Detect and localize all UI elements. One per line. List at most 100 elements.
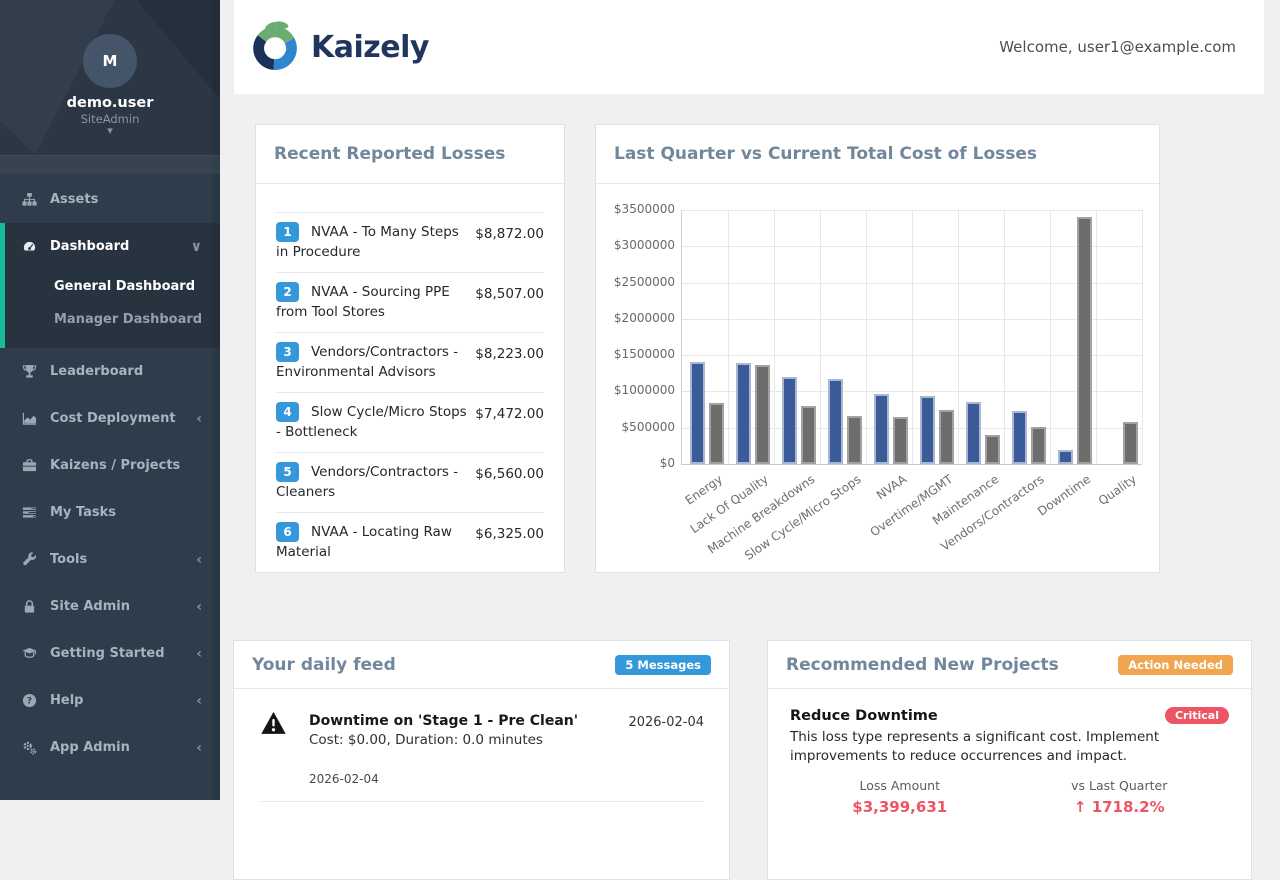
loss-list-item[interactable]: $7,472.00 4 Slow Cycle/Micro Stops - Bottl… (276, 392, 544, 452)
welcome-text: Welcome, user1@example.com (999, 38, 1236, 56)
stat-value: ↑ 1718.2% (1010, 798, 1230, 816)
svg-text:?: ? (27, 697, 32, 707)
project-item: Reduce Downtime Critical This loss type … (768, 689, 1251, 816)
gridline (1096, 210, 1097, 464)
sidebar-item-label: Kaizens / Projects (50, 458, 181, 473)
sidebar-item-label: Tools (50, 552, 88, 567)
tasks-icon (22, 505, 40, 520)
loss-list-item[interactable]: $8,872.00 1 NVAA - To Many Steps in Proced… (276, 212, 544, 272)
sidebar-item-tools[interactable]: Tools ‹ (0, 536, 220, 583)
avatar: M (83, 34, 137, 88)
bar-last-quarter (782, 377, 797, 464)
chevron-down-icon: ∨ (190, 238, 202, 255)
sidebar-item-general-dashboard[interactable]: General Dashboard (54, 279, 196, 294)
loss-list-item[interactable]: $8,223.00 3 Vendors/Contractors - Environm… (276, 332, 544, 392)
loss-amount: $6,325.00 (475, 526, 544, 542)
chevron-left-icon: ‹ (196, 645, 202, 662)
recommended-projects-card: Recommended New Projects Action Needed R… (767, 640, 1252, 880)
feed-divider (260, 801, 704, 802)
sidebar-item-help[interactable]: ? Help ‹ (0, 677, 220, 724)
loss-list-item[interactable]: $6,560.00 5 Vendors/Contractors - Cleaners (276, 452, 544, 512)
feed-item-title: Downtime on 'Stage 1 - Pre Clean' (309, 713, 579, 729)
y-axis-tick-label: $0 (659, 456, 675, 470)
gridline (1142, 210, 1143, 464)
sidebar-item-my-tasks[interactable]: My Tasks (0, 489, 220, 536)
sidebar-group-dashboard: Dashboard ∨ General Dashboard Manager Da… (0, 223, 220, 348)
sidebar-item-kaizens-projects[interactable]: Kaizens / Projects (0, 442, 220, 489)
stat-percent: 1718.2% (1091, 798, 1165, 816)
sidebar-item-app-admin[interactable]: App Admin ‹ (0, 724, 220, 771)
sidebar-item-leaderboard[interactable]: Leaderboard (0, 348, 220, 395)
kaizely-logo[interactable]: Kaizely (250, 19, 429, 75)
rank-badge: 1 (276, 222, 299, 242)
bar-last-quarter (874, 394, 889, 464)
sidebar-item-label: Site Admin (50, 599, 130, 614)
rank-badge: 5 (276, 462, 299, 482)
bar-last-quarter (1058, 450, 1073, 464)
sidebar-item-dashboard[interactable]: Dashboard ∨ (5, 223, 220, 270)
top-header: Kaizely Welcome, user1@example.com (234, 0, 1264, 94)
sidebar-item-assets[interactable]: Assets (0, 176, 220, 223)
loss-amount: $8,872.00 (475, 226, 544, 242)
stat-label: vs Last Quarter (1071, 778, 1168, 793)
feed-item-date: 2026-02-04 (628, 715, 704, 730)
y-axis-tick-label: $1500000 (613, 347, 675, 362)
sidebar-item-label: Assets (50, 192, 99, 207)
rank-badge: 3 (276, 342, 299, 362)
bar-current (709, 403, 724, 464)
sidebar-item-site-admin[interactable]: Site Admin ‹ (0, 583, 220, 630)
y-axis-tick-label: $3000000 (613, 238, 675, 253)
rank-badge: 6 (276, 522, 299, 542)
gridline (912, 210, 913, 464)
chevron-left-icon: ‹ (196, 598, 202, 615)
logo-swirl-icon (250, 19, 302, 75)
messages-count-badge: 5 Messages (615, 654, 711, 675)
x-axis-tick-label: Overtime/MGMT (867, 472, 956, 540)
profile-caret-icon[interactable]: ▾ (107, 124, 113, 137)
loss-amount: $8,507.00 (475, 286, 544, 302)
action-needed-badge: Action Needed (1118, 654, 1233, 675)
bar-last-quarter (920, 396, 935, 464)
feed-item-details: Cost: $0.00, Duration: 0.0 minutes (309, 732, 543, 748)
gridline (774, 210, 775, 464)
profile-section: M demo.user SiteAdmin ▾ (0, 0, 220, 155)
stat-label: Loss Amount (859, 778, 940, 793)
loss-list-item[interactable]: $6,325.00 6 NVAA - Locating Raw Material (276, 512, 544, 572)
loss-amount: $7,472.00 (475, 406, 544, 422)
severity-badge: Critical (1164, 707, 1229, 724)
sidebar-item-manager-dashboard[interactable]: Manager Dashboard (54, 312, 203, 327)
sidebar-item-label: Getting Started (50, 646, 165, 661)
loss-label: NVAA - Sourcing PPE from Tool Stores (276, 284, 450, 320)
bar-current (985, 435, 1000, 464)
loss-label: NVAA - Locating Raw Material (276, 524, 452, 560)
bar-last-quarter (1012, 411, 1027, 464)
rank-badge: 2 (276, 282, 299, 302)
x-axis-tick-label: NVAA (873, 472, 910, 503)
sidebar-menu: Assets Dashboard ∨ General Dashboard Man… (0, 174, 220, 771)
sidebar: M demo.user SiteAdmin ▾ Assets Dashboard… (0, 0, 220, 800)
y-axis-tick-label: $2000000 (613, 310, 675, 325)
y-axis-tick-label: $1000000 (613, 383, 675, 398)
bar-current (801, 406, 816, 464)
stat-vs-last-quarter: vs Last Quarter ↑ 1718.2% (1010, 778, 1230, 816)
bar-current (847, 416, 862, 464)
user-role: SiteAdmin (80, 112, 140, 126)
sidebar-item-getting-started[interactable]: Getting Started ‹ (0, 630, 220, 677)
chevron-left-icon: ‹ (196, 551, 202, 568)
sidebar-item-label: My Tasks (50, 505, 117, 520)
card-title: Last Quarter vs Current Total Cost of Lo… (614, 144, 1038, 164)
gridline (958, 210, 959, 464)
bar-last-quarter (966, 402, 981, 464)
warning-triangle-icon (260, 711, 287, 739)
card-title: Recent Reported Losses (274, 144, 506, 164)
wrench-icon (22, 552, 40, 567)
sidebar-item-label: Leaderboard (50, 364, 144, 379)
y-axis-tick-label: $2500000 (613, 274, 675, 289)
chevron-left-icon: ‹ (196, 410, 202, 427)
bar-current (1031, 427, 1046, 464)
loss-list-item[interactable]: $8,507.00 2 NVAA - Sourcing PPE from Tool … (276, 272, 544, 332)
loss-comparison-chart-card: Last Quarter vs Current Total Cost of Lo… (595, 124, 1160, 573)
cogs-icon (22, 740, 40, 755)
sidebar-item-cost-deployment[interactable]: Cost Deployment ‹ (0, 395, 220, 442)
question-circle-icon: ? (22, 693, 40, 708)
